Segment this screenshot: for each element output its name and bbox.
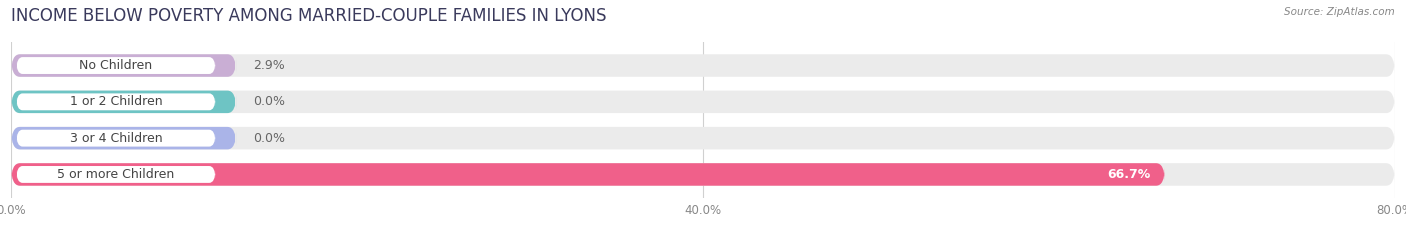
- FancyBboxPatch shape: [11, 163, 1395, 186]
- FancyBboxPatch shape: [11, 127, 236, 149]
- Text: 66.7%: 66.7%: [1108, 168, 1152, 181]
- FancyBboxPatch shape: [11, 127, 1395, 149]
- Text: 0.0%: 0.0%: [253, 95, 285, 108]
- Text: 1 or 2 Children: 1 or 2 Children: [69, 95, 162, 108]
- FancyBboxPatch shape: [17, 166, 215, 183]
- Text: 5 or more Children: 5 or more Children: [58, 168, 174, 181]
- FancyBboxPatch shape: [11, 54, 236, 77]
- Text: 3 or 4 Children: 3 or 4 Children: [69, 132, 162, 145]
- Text: No Children: No Children: [79, 59, 152, 72]
- FancyBboxPatch shape: [17, 130, 215, 147]
- FancyBboxPatch shape: [11, 163, 1164, 186]
- FancyBboxPatch shape: [11, 54, 1395, 77]
- FancyBboxPatch shape: [11, 91, 1395, 113]
- FancyBboxPatch shape: [17, 93, 215, 110]
- Text: 0.0%: 0.0%: [253, 132, 285, 145]
- FancyBboxPatch shape: [11, 91, 236, 113]
- Text: Source: ZipAtlas.com: Source: ZipAtlas.com: [1284, 7, 1395, 17]
- Text: 2.9%: 2.9%: [253, 59, 285, 72]
- Text: INCOME BELOW POVERTY AMONG MARRIED-COUPLE FAMILIES IN LYONS: INCOME BELOW POVERTY AMONG MARRIED-COUPL…: [11, 7, 607, 25]
- FancyBboxPatch shape: [17, 57, 215, 74]
